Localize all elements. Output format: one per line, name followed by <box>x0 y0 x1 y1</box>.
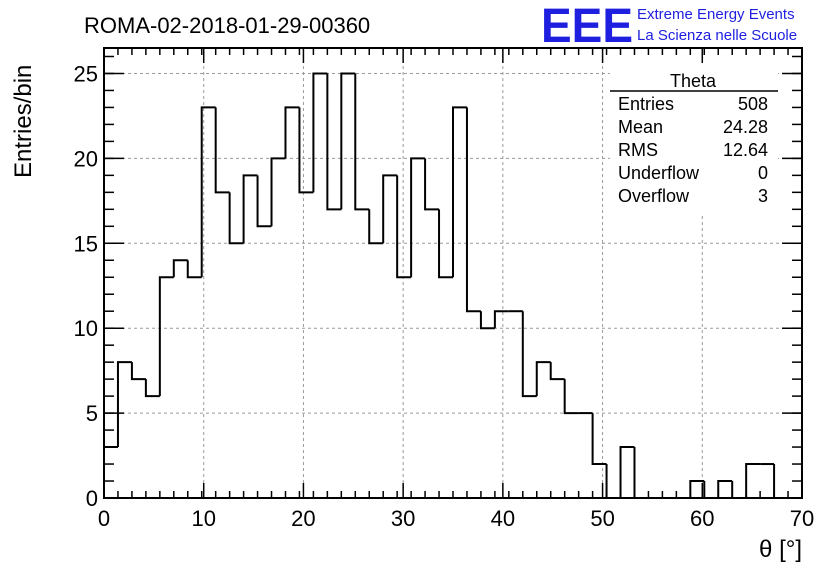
stats-entries-value: 508 <box>738 94 768 114</box>
x-tick-label: 40 <box>491 506 515 531</box>
chart-title: ROMA-02-2018-01-29-00360 <box>84 13 370 38</box>
histogram-bin <box>354 73 370 211</box>
x-axis-label: θ [°] <box>759 536 802 563</box>
histogram-bin <box>158 276 174 397</box>
stats-box-title: Theta <box>670 71 717 91</box>
histogram-bin <box>605 464 621 499</box>
histogram-bin <box>773 464 789 499</box>
histogram-bin <box>396 175 412 279</box>
stats-box-background <box>610 63 778 213</box>
stats-box: Theta Entries 508 Mean 24.28 RMS 12.64 U… <box>610 63 778 213</box>
y-axis-label: Entries/bin <box>10 65 37 178</box>
histogram-bin <box>340 72 356 210</box>
histogram-bin <box>479 311 495 330</box>
stats-mean-value: 24.28 <box>723 117 768 137</box>
logo-line-1: Extreme Energy Events <box>637 6 795 23</box>
histogram-bin <box>493 310 509 329</box>
stats-underflow-value: 0 <box>758 163 768 183</box>
stats-overflow-value: 3 <box>758 186 768 206</box>
histogram-bin <box>242 174 258 244</box>
x-tick-label: 30 <box>391 506 415 531</box>
logo-line-2: La Scienza nelle Scuole <box>637 27 797 44</box>
stats-mean-label: Mean <box>618 117 663 137</box>
stats-rms-label: RMS <box>618 140 658 160</box>
histogram-bin <box>382 174 398 244</box>
histogram-bin <box>452 106 467 278</box>
histogram-bin <box>144 379 160 398</box>
histogram-bin <box>312 72 328 193</box>
histogram-bin <box>535 361 551 397</box>
axis-ticks <box>103 48 803 499</box>
x-tick-label: 60 <box>690 506 714 531</box>
y-tick-label: 5 <box>86 401 98 426</box>
x-tick-label: 20 <box>291 506 315 531</box>
histogram-bin <box>521 311 537 398</box>
histogram-bin <box>298 107 314 194</box>
histogram-bin <box>438 209 453 279</box>
eee-logo: EEE Extreme Energy Events La Scienza nel… <box>541 0 797 53</box>
logo-mark: EEE <box>541 0 633 53</box>
histogram-bin <box>368 209 384 245</box>
histogram-bin <box>116 361 132 448</box>
histogram-bars <box>103 72 802 499</box>
histogram-bin <box>172 259 188 278</box>
histogram-bin <box>270 157 286 227</box>
stats-entries-label: Entries <box>618 94 674 114</box>
histogram-bin <box>228 192 244 245</box>
x-tick-label: 50 <box>590 506 614 531</box>
y-tick-label: 0 <box>86 486 98 511</box>
x-tick-label: 70 <box>790 506 814 531</box>
stats-underflow-label: Underflow <box>618 163 700 183</box>
histogram-bin <box>703 481 719 499</box>
histogram-bin <box>633 447 649 499</box>
histogram-bin <box>563 379 579 415</box>
histogram-bin <box>745 463 761 498</box>
y-tick-label: 20 <box>74 146 98 171</box>
histogram-bin <box>130 362 146 381</box>
histogram-bin <box>284 106 300 159</box>
histogram-bin <box>410 157 426 278</box>
histogram-bin <box>214 107 230 194</box>
histogram-bin <box>619 446 635 498</box>
histogram-bin <box>549 362 565 381</box>
y-tick-label: 25 <box>74 61 98 86</box>
histogram-bin <box>256 175 272 228</box>
histogram-bin <box>465 107 481 313</box>
x-tick-label: 0 <box>98 506 110 531</box>
histogram-bin <box>103 446 118 498</box>
stats-overflow-label: Overflow <box>618 186 690 206</box>
y-tick-label: 15 <box>74 231 98 256</box>
histogram-bin <box>200 106 216 278</box>
histogram-bin <box>326 73 342 211</box>
histogram-bin <box>591 413 607 466</box>
histogram-bin <box>731 481 747 499</box>
histogram-bin <box>186 260 202 279</box>
x-tick-label: 10 <box>191 506 215 531</box>
histogram-bin <box>717 480 733 498</box>
histogram-bin <box>424 158 440 211</box>
y-tick-label: 10 <box>74 316 98 341</box>
stats-rms-value: 12.64 <box>723 140 768 160</box>
